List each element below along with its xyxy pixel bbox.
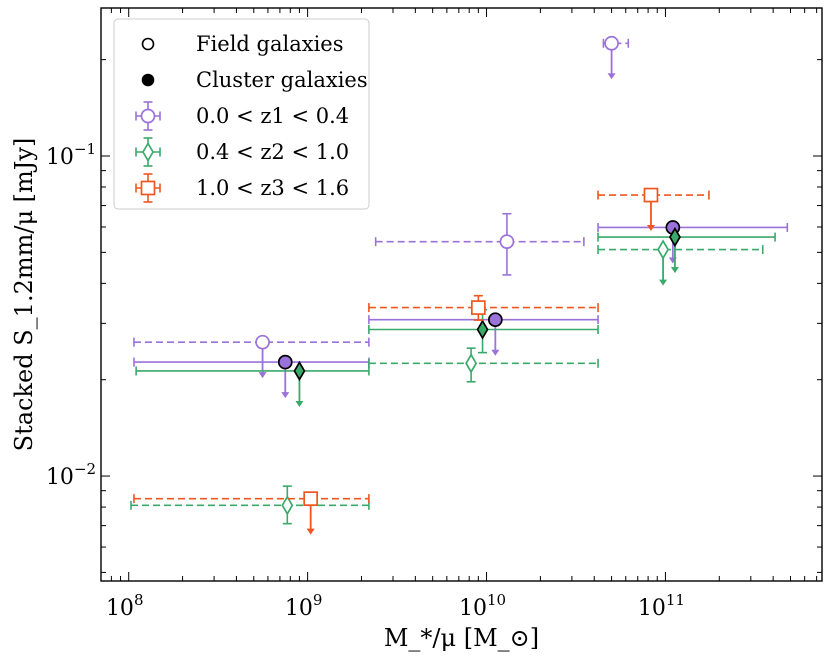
upper-limit-arrowhead [670,267,679,274]
upper-limit-arrowhead [281,392,290,399]
legend-label: 0.4 < z2 < 1.0 [196,140,349,164]
upper-limit-arrowhead [646,225,655,232]
legend-marker [141,37,155,51]
tick-layer: 108 109 1010 1011 10−2 10−1 [46,8,822,621]
y-tick-label: 10−2 [46,460,96,490]
legend: Field galaxies Cluster galaxies 0.0 < z1 <… [113,18,370,210]
legend-label: Field galaxies [196,32,344,56]
legend-entry: Field galaxies [141,32,344,56]
upper-limit-arrowhead [295,400,304,407]
legend-marker [141,73,155,87]
series-field-circle [133,35,630,379]
data-point [487,312,503,328]
x-axis-label: M_*/μ [M_⊙] [384,624,539,652]
series-cluster-diamond [135,226,776,407]
data-point [277,354,293,370]
legend-marker [140,108,156,124]
legend-box [113,18,370,210]
data-point [657,239,670,260]
data-point [604,35,619,51]
data-point [643,187,659,203]
legend-entry: 0.4 < z2 < 1.0 [135,137,349,167]
data-point [499,234,515,249]
data-point [668,226,681,248]
legend-marker [140,180,156,196]
series-cluster-circle [133,220,789,399]
x-tick-label: 1010 [459,591,506,621]
legend-entry: 1.0 < z3 < 1.6 [135,173,349,203]
data-point [470,300,486,315]
data-point [476,319,489,340]
x-tick-label: 109 [285,591,323,621]
upper-limit-arrowhead [258,372,267,379]
plot-frame [100,7,823,582]
series-layer [130,35,789,535]
y-axis-label: Stacked S_1.2mm/μ [mJy] [10,138,38,452]
legend-marker [142,141,154,163]
legend-label: Cluster galaxies [196,68,368,92]
data-point [255,334,270,350]
upper-limit-arrowhead [306,528,315,535]
legend-entry: 0.0 < z1 < 0.4 [135,101,349,131]
upper-limit-arrowhead [491,349,500,356]
upper-limit-arrowhead [659,279,668,286]
x-tick-label: 108 [106,591,144,621]
data-point [465,353,478,374]
data-point [281,495,294,516]
data-point [303,491,319,506]
x-tick-label: 1011 [638,591,685,621]
data-point [293,360,306,382]
y-tick-label: 10−1 [46,140,96,170]
series-field-diamond [130,239,764,525]
upper-limit-arrowhead [607,73,616,80]
legend-entry: Cluster galaxies [141,68,368,92]
legend-label: 0.0 < z1 < 0.4 [196,104,349,128]
legend-label: 1.0 < z3 < 1.6 [196,176,349,200]
series-field-square [133,187,710,535]
